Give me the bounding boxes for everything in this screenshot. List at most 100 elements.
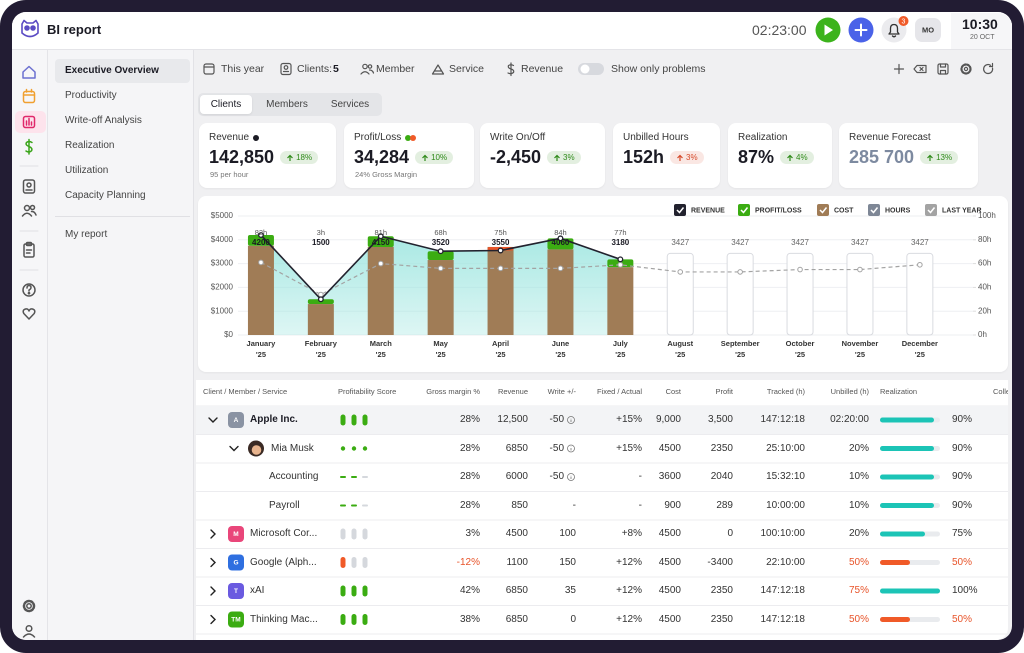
kpi-label-row: Write On/Off bbox=[490, 132, 545, 143]
last-year-point bbox=[617, 261, 624, 268]
last-year-point bbox=[258, 259, 264, 266]
legend-label: LAST YEAR bbox=[942, 207, 982, 214]
row-name: Accounting bbox=[269, 471, 319, 482]
last-year-point bbox=[677, 269, 684, 275]
info-icon bbox=[567, 444, 575, 453]
arrow-icon bbox=[927, 154, 934, 161]
cell-gross-margin: 42% bbox=[459, 585, 480, 596]
menu-item[interactable]: Utilization bbox=[65, 165, 109, 176]
cell-gross-margin: -12% bbox=[456, 556, 480, 568]
forecast-bar bbox=[906, 252, 934, 336]
kpi-label-row: Profit/Loss bbox=[354, 132, 417, 143]
kpi-value: -2,450 bbox=[490, 147, 542, 167]
expand-chevron[interactable] bbox=[210, 529, 216, 539]
cell-gross-margin: 28% bbox=[459, 471, 480, 482]
revenue-label: 4060 bbox=[552, 238, 570, 247]
client-avatar bbox=[228, 526, 244, 542]
filter-service[interactable]: Service bbox=[449, 63, 485, 75]
revenue-point bbox=[617, 256, 624, 263]
cell-fixed-actual: +12% bbox=[616, 556, 642, 568]
arrow-shape bbox=[554, 154, 560, 161]
cell-tracked: 147:12:18 bbox=[760, 613, 806, 625]
arrow-icon bbox=[422, 154, 428, 161]
kpi-change: 3% bbox=[670, 151, 704, 164]
cell-gross-margin: 38% bbox=[459, 613, 480, 625]
realization-bar bbox=[880, 503, 934, 508]
expand-chevron[interactable] bbox=[229, 445, 239, 452]
legend-item[interactable]: COST bbox=[817, 204, 854, 216]
cell-write: 100 bbox=[559, 528, 576, 539]
cost-bar bbox=[487, 246, 514, 335]
legend-check bbox=[676, 207, 685, 214]
kpi-label-row: Realization bbox=[738, 132, 787, 143]
status-dot bbox=[405, 134, 412, 141]
menu-item[interactable]: Write-off Analysis bbox=[65, 115, 142, 126]
cell-profit: 2350 bbox=[710, 613, 733, 625]
cell-revenue: 12,500 bbox=[497, 414, 528, 425]
expand-chevron[interactable] bbox=[210, 614, 216, 625]
score-indicator bbox=[340, 504, 346, 507]
menu-item[interactable]: Productivity bbox=[65, 90, 117, 101]
revenue-point bbox=[497, 247, 504, 254]
menu-item[interactable]: Realization bbox=[65, 140, 115, 151]
cell-realization: 75% bbox=[952, 528, 973, 539]
filter-clients-count[interactable]: 5 bbox=[333, 63, 339, 75]
kpi-label: Revenue bbox=[209, 132, 250, 143]
cell-tracked: 10:00:00 bbox=[766, 499, 805, 511]
arrow-shape bbox=[287, 154, 294, 161]
filter-metric[interactable]: Revenue bbox=[521, 63, 564, 75]
cell-revenue: 850 bbox=[511, 499, 528, 511]
client-avatar-initials: TM bbox=[231, 617, 240, 624]
table-graphics: A M G T TM bbox=[196, 405, 1008, 635]
legend-item[interactable]: LAST YEAR bbox=[925, 204, 982, 216]
tab[interactable]: Members bbox=[266, 99, 308, 110]
hours-label: 81h bbox=[374, 228, 387, 237]
arrow-icon bbox=[554, 154, 560, 161]
kpi-change-text: 18% bbox=[296, 153, 313, 162]
x-tick-label: October bbox=[786, 339, 815, 348]
legend-check bbox=[927, 207, 936, 214]
score-indicator bbox=[340, 528, 346, 540]
x-tick-label: February bbox=[305, 339, 338, 348]
filter-member[interactable]: Member bbox=[376, 63, 415, 75]
score-indicator bbox=[351, 504, 357, 507]
cell-unbilled: 02:20:00 bbox=[830, 414, 869, 425]
legend-item[interactable]: PROFIT/LOSS bbox=[738, 204, 802, 216]
last-year-point bbox=[437, 265, 444, 272]
score-indicator bbox=[362, 504, 368, 507]
hours-label: 75h bbox=[494, 228, 507, 237]
kpi-change: 4% bbox=[780, 151, 814, 164]
kpi-card: Revenue Forecast 285 700 13% bbox=[839, 123, 978, 188]
toggle-label[interactable]: Show only problems bbox=[611, 63, 706, 75]
column-header: Revenue bbox=[497, 387, 528, 396]
forecast-label: 3427 bbox=[671, 238, 689, 247]
forecast-bar bbox=[786, 252, 814, 336]
status-dot bbox=[410, 134, 417, 141]
filter-clients-label[interactable]: Clients: bbox=[297, 63, 333, 75]
last-year-point bbox=[377, 260, 384, 267]
menu-item[interactable]: Executive Overview bbox=[55, 59, 190, 83]
last-year-point bbox=[797, 266, 803, 273]
clock-time: 10:30 bbox=[962, 16, 998, 32]
cell-unbilled: 75% bbox=[848, 585, 869, 596]
menu-item[interactable]: Capacity Planning bbox=[65, 190, 146, 201]
filter-period[interactable]: This year bbox=[221, 63, 265, 75]
expand-chevron[interactable] bbox=[210, 586, 216, 596]
kpi-label: Write On/Off bbox=[490, 132, 546, 143]
tab[interactable]: Clients bbox=[200, 95, 252, 114]
legend-item[interactable]: REVENUE bbox=[674, 204, 725, 216]
kpi-card: Write On/Off -2,450 3% bbox=[480, 123, 605, 188]
kpi-change: 10% bbox=[415, 151, 454, 164]
cell-fixed-actual: - bbox=[638, 471, 642, 482]
expand-chevron[interactable] bbox=[210, 557, 216, 568]
cell-cost: 4500 bbox=[658, 613, 681, 625]
kpi-label: Realization bbox=[738, 132, 788, 143]
legend-item[interactable]: HOURS bbox=[868, 204, 911, 216]
tab[interactable]: Services bbox=[330, 99, 370, 110]
x-tick-label: '25 bbox=[436, 350, 446, 359]
menu-item[interactable]: My report bbox=[65, 229, 108, 240]
cell-revenue: 6000 bbox=[505, 471, 528, 482]
cell-unbilled: 20% bbox=[848, 528, 869, 539]
expand-chevron[interactable] bbox=[208, 417, 218, 423]
